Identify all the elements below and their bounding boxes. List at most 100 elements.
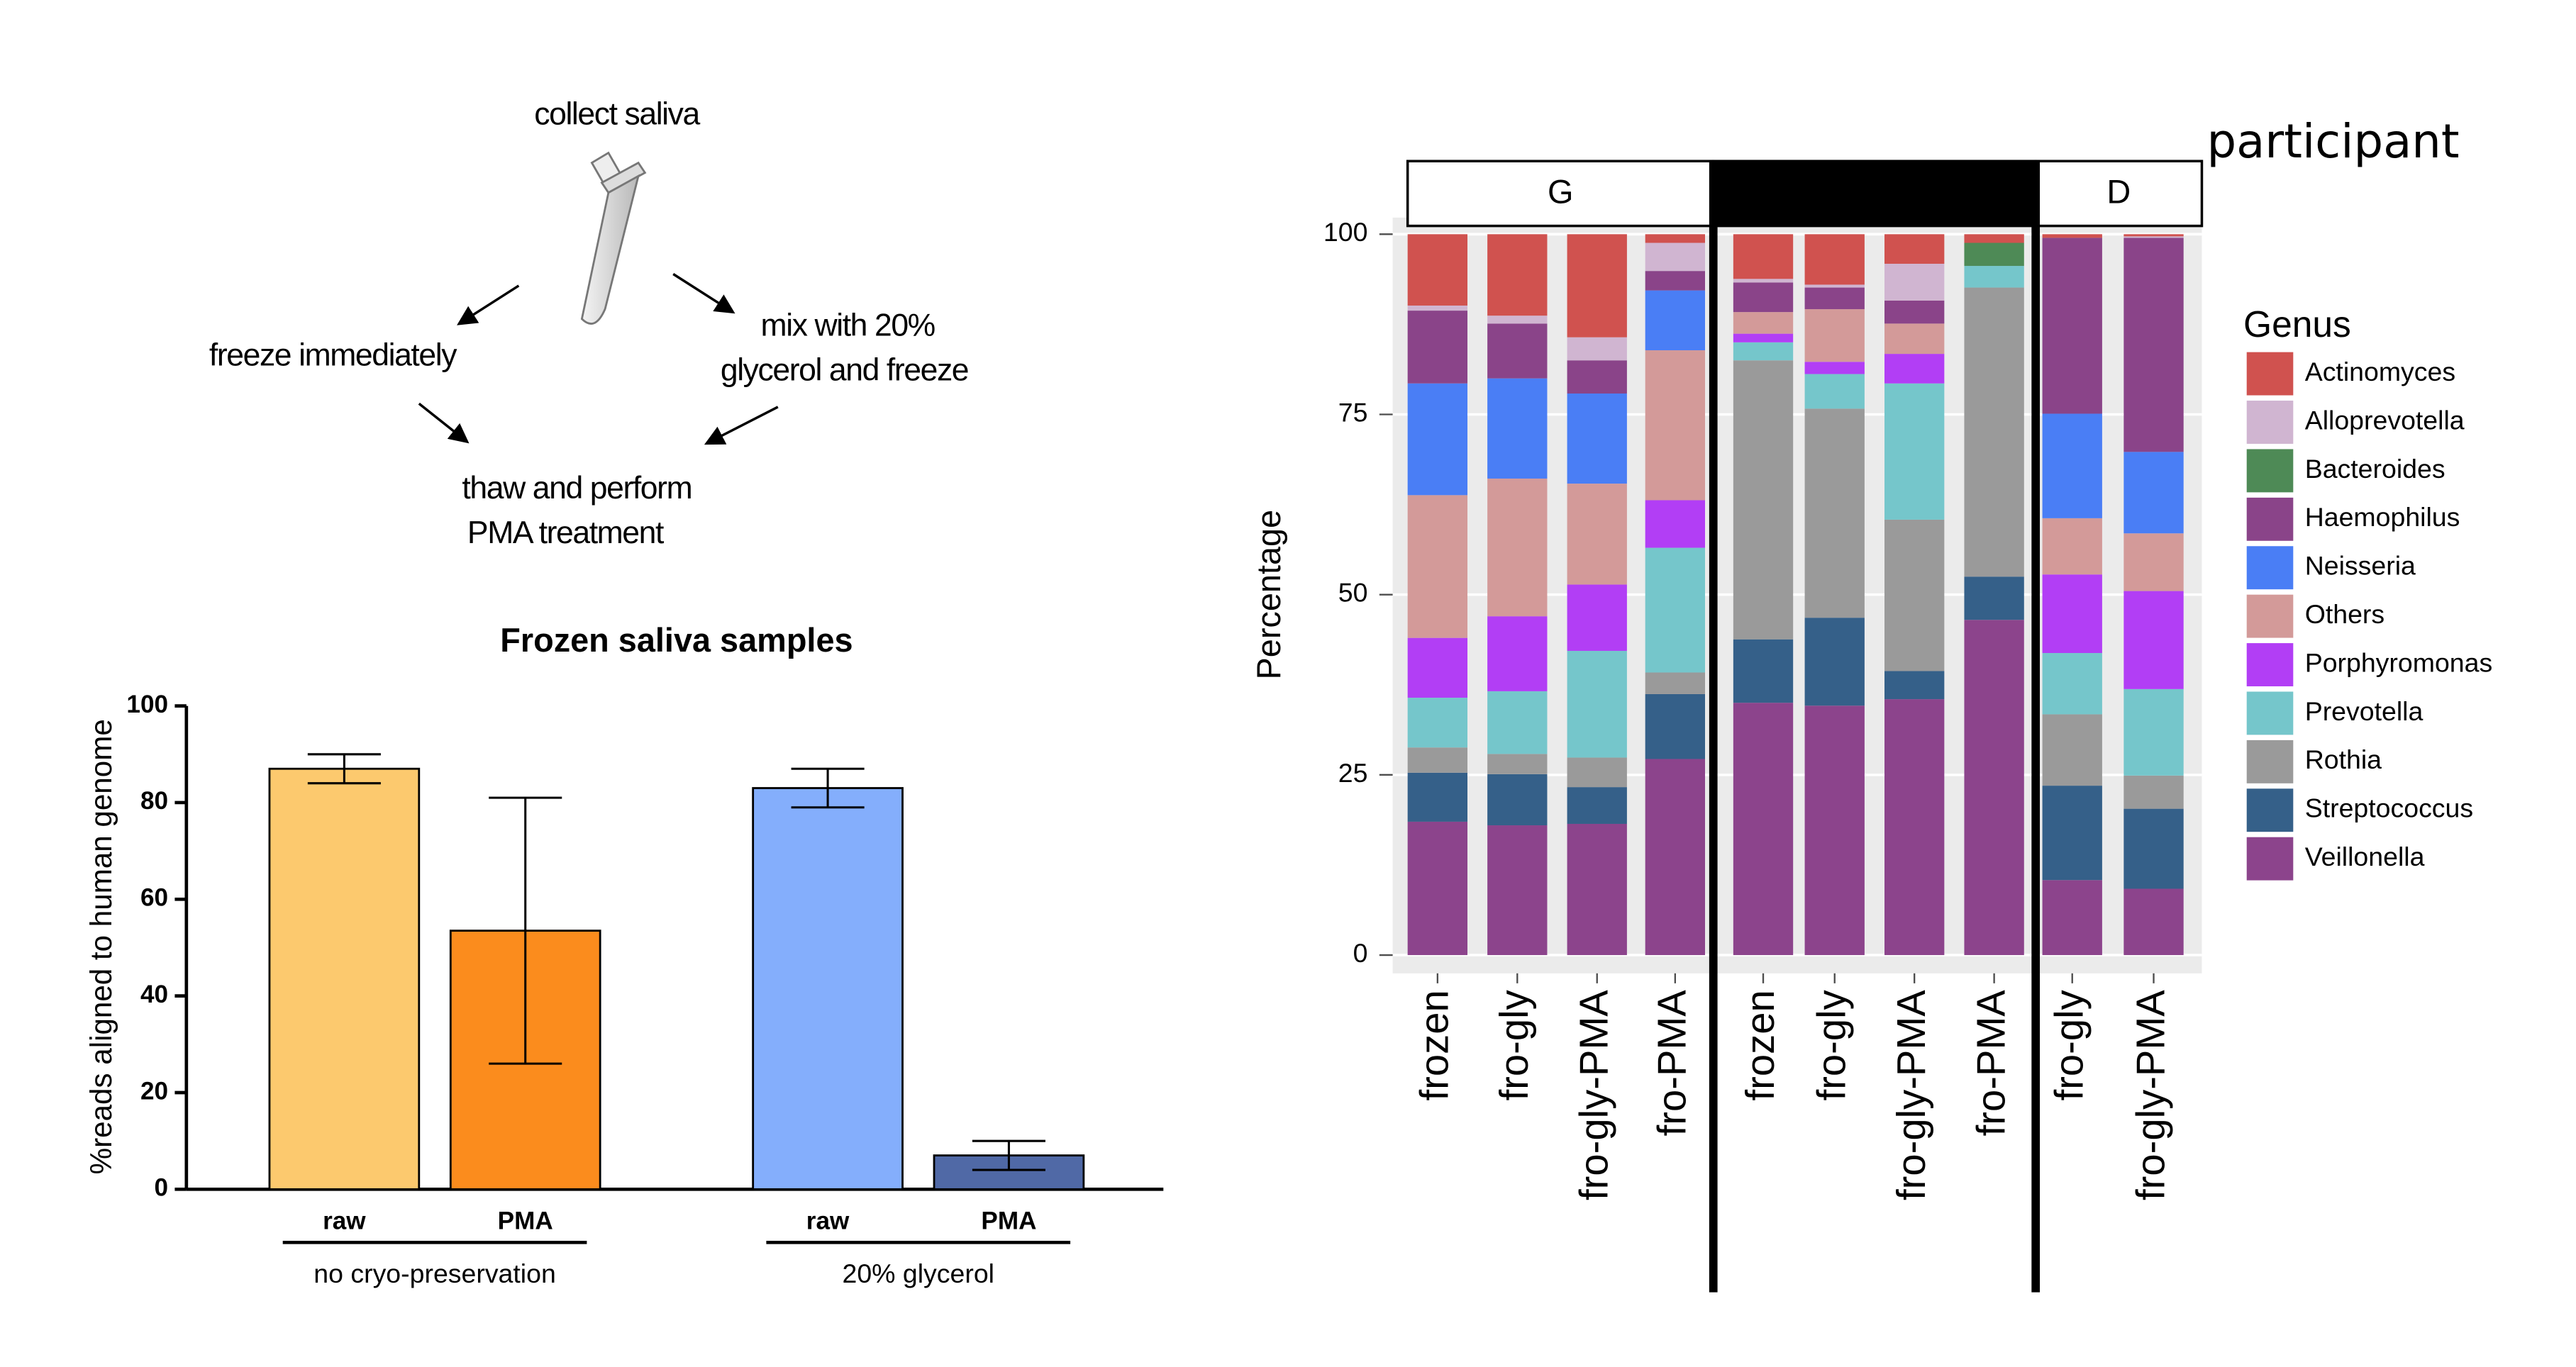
error-bar: [307, 753, 381, 785]
y-tick-label: 75: [1338, 397, 1368, 427]
facet-label: G: [1548, 173, 1573, 210]
legend-swatch: [2246, 740, 2294, 783]
bar-segment: [1804, 705, 1865, 956]
error-bar: [489, 796, 562, 1065]
legend-swatch: [2246, 643, 2294, 686]
group-label: no cryo-preservation: [313, 1259, 556, 1288]
error-bar: [972, 1139, 1045, 1171]
legend-title: Genus: [2243, 303, 2351, 345]
bar-segment: [2123, 808, 2184, 889]
group-label: 20% glycerol: [843, 1259, 995, 1288]
x-tick-label: frozen: [1738, 990, 1782, 1100]
bar-segment: [1407, 698, 1468, 748]
bar-segment: [1645, 672, 1706, 694]
legend-swatch: [2246, 788, 2294, 832]
bar-segment: [1884, 671, 1945, 700]
bar-segment: [1487, 616, 1548, 691]
y-tick-label: 0: [155, 1174, 169, 1202]
diagram: collect saliva freeze immediately mix wi…: [209, 97, 970, 550]
legend-label: Haemophilus: [2305, 502, 2460, 532]
legend-label: Alloprevotella: [2305, 405, 2465, 435]
bar-segment: [2042, 880, 2102, 956]
bar-segment: [2123, 688, 2184, 776]
x-tick-label: PMA: [981, 1207, 1036, 1234]
legend-swatch: [2246, 594, 2294, 638]
bar-segment: [1733, 234, 1794, 279]
legend-swatch: [2246, 352, 2294, 396]
legend-label: Veillonella: [2305, 842, 2425, 871]
bar-segment: [2123, 236, 2184, 238]
x-tick-label: fro-PMA: [1650, 990, 1694, 1137]
bar-segment: [2042, 574, 2102, 654]
bar-segment: [1645, 290, 1706, 351]
bar-segment: [1407, 383, 1468, 496]
bar-segment: [1884, 354, 1945, 384]
facet-strip: [2034, 160, 2204, 228]
bar-segment: [1567, 337, 1627, 361]
bar-segment: [1884, 519, 1945, 671]
bar-segment: [1407, 311, 1468, 384]
legend-label: Bacteroides: [2305, 454, 2445, 484]
bar-segment: [1733, 282, 1794, 313]
y-tick-label: 60: [140, 884, 168, 912]
legend-swatch: [2246, 401, 2294, 444]
x-tick-label: fro-gly: [1492, 990, 1536, 1100]
legend-swatch: [2246, 449, 2294, 493]
bar-segment: [2123, 888, 2184, 956]
bar-segment: [1804, 309, 1865, 362]
bar-segment: [1487, 825, 1548, 956]
bar-segment: [1487, 691, 1548, 754]
bar-segment: [1487, 323, 1548, 379]
bar-segment: [2042, 786, 2102, 881]
x-tick-label: fro-gly: [1809, 990, 1854, 1100]
bar-segment: [1884, 699, 1945, 956]
x-tick-label: fro-gly-PMA: [2128, 990, 2172, 1200]
bar-segment: [2123, 452, 2184, 534]
y-tick-label: 40: [140, 981, 168, 1008]
chart-title: Frozen saliva samples: [500, 622, 853, 659]
y-tick-label: 100: [126, 691, 168, 718]
x-tick-label: raw: [323, 1207, 366, 1234]
facet-strip: [1406, 160, 1715, 228]
bar-segment: [1645, 234, 1706, 243]
bar-segment: [1645, 759, 1706, 956]
legend-swatch: [2246, 691, 2294, 735]
bar-segment: [1804, 408, 1865, 618]
bar-segment: [2123, 238, 2184, 452]
bar-segment: [2042, 413, 2102, 518]
step-label: glycerol and freeze: [721, 353, 968, 388]
bar-segment: [1407, 234, 1468, 306]
bar-segment: [1804, 234, 1865, 285]
legend-label: Actinomyces: [2305, 357, 2455, 386]
bar-segment: [1733, 639, 1794, 703]
bar-segment: [1407, 821, 1468, 956]
facet-label: D: [2106, 173, 2131, 210]
bar-segment: [1567, 584, 1627, 651]
bar-segment: [2123, 234, 2184, 237]
facet-label: I: [1870, 173, 1879, 210]
bar-segment: [1645, 693, 1706, 759]
bar-segment: [1964, 242, 2024, 267]
bar-segment: [1487, 478, 1548, 617]
x-tick-label: fro-gly-PMA: [1889, 990, 1933, 1200]
legend-swatch: [2246, 497, 2294, 541]
bar-segment: [1884, 300, 1945, 324]
bar-segment: [1407, 637, 1468, 698]
x-tick-label: fro-gly: [2047, 990, 2092, 1100]
bar-segment: [1487, 378, 1548, 479]
bar-segment: [1645, 271, 1706, 291]
bar-segment: [2042, 518, 2102, 575]
bar-segment: [1567, 360, 1627, 394]
step-label: freeze immediately: [209, 337, 457, 372]
y-tick-label: 50: [1338, 578, 1368, 608]
step-label: collect saliva: [534, 97, 700, 132]
facet-title: participant: [2206, 115, 2459, 169]
bar-segment: [1645, 242, 1706, 272]
bar-segment: [2042, 653, 2102, 715]
bar-segment: [1645, 350, 1706, 501]
bar-segment: [1733, 279, 1794, 283]
bar-segment: [1733, 333, 1794, 342]
bar-segment: [2042, 234, 2102, 238]
bar-segment: [1567, 757, 1627, 788]
